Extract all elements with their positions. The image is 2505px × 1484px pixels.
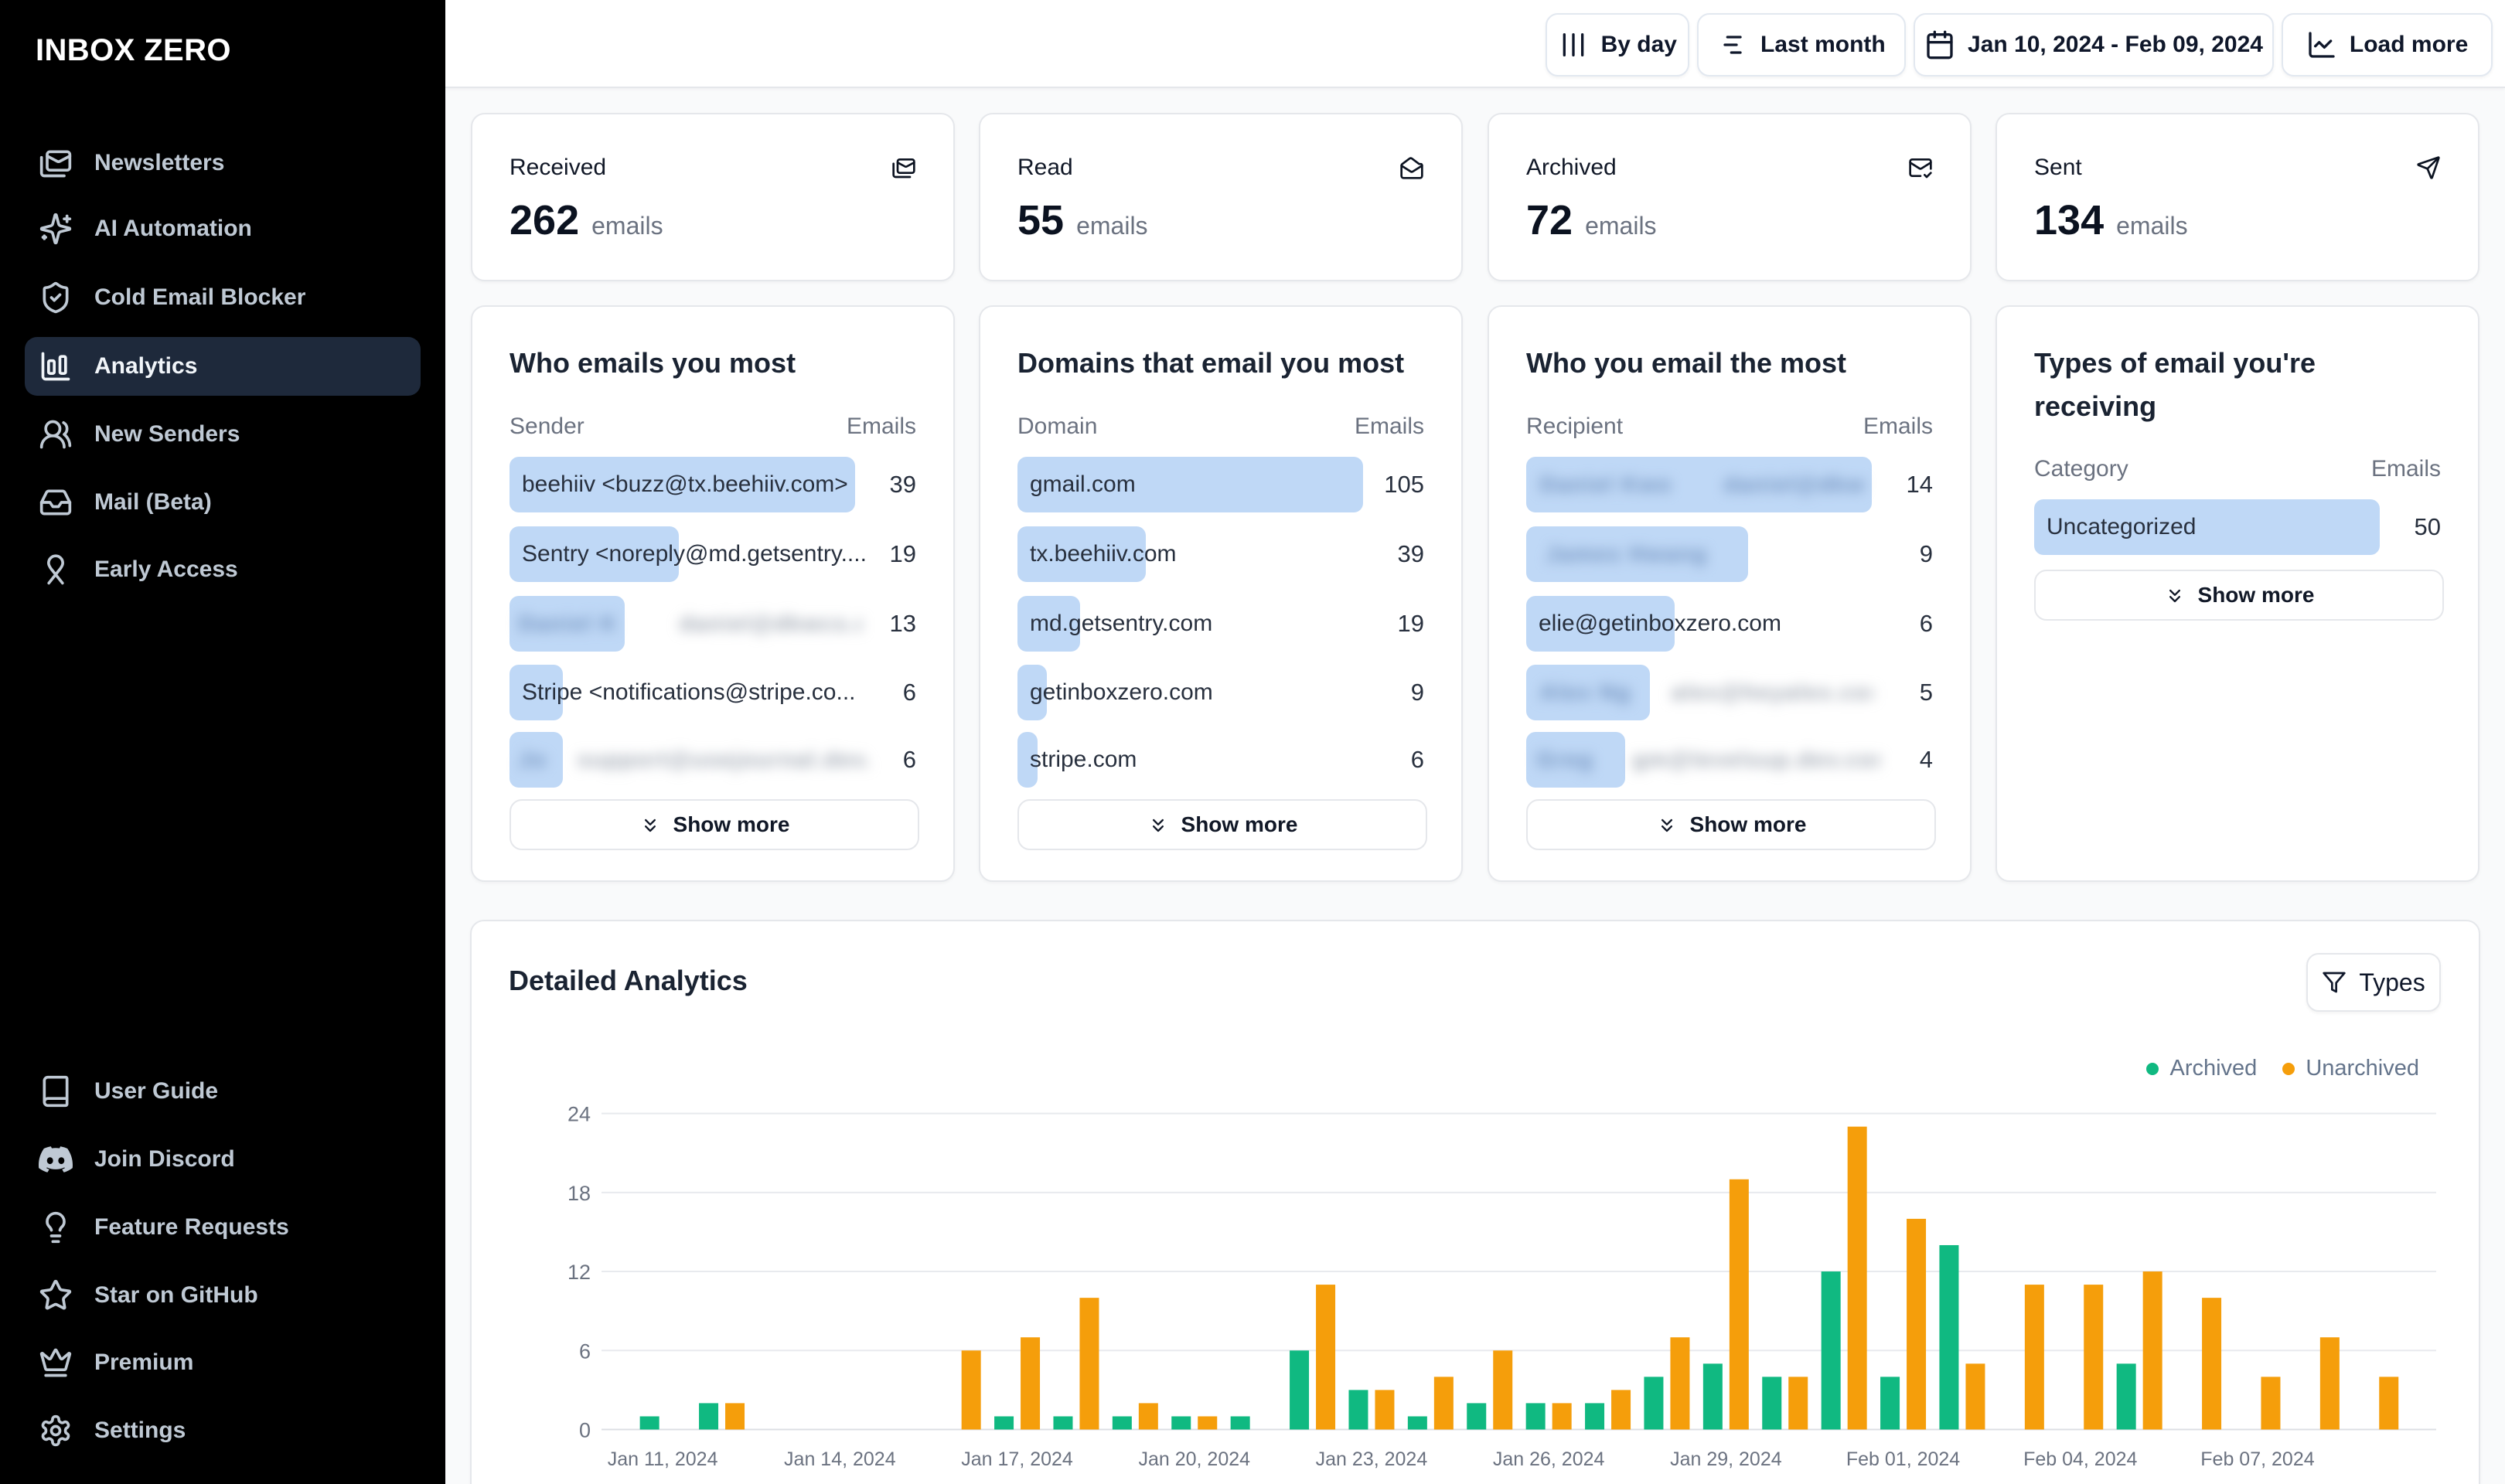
- svg-text:Jan 14, 2024: Jan 14, 2024: [784, 1448, 896, 1470]
- svg-text:6: 6: [579, 1339, 591, 1363]
- svg-text:0: 0: [579, 1419, 591, 1442]
- svg-text:Jan 17, 2024: Jan 17, 2024: [961, 1448, 1073, 1470]
- svg-text:Jan 11, 2024: Jan 11, 2024: [608, 1448, 718, 1470]
- svg-text:24: 24: [567, 1103, 591, 1126]
- svg-text:Feb 01, 2024: Feb 01, 2024: [1846, 1448, 1960, 1470]
- svg-text:Jan 29, 2024: Jan 29, 2024: [1670, 1448, 1782, 1470]
- svg-text:Jan 26, 2024: Jan 26, 2024: [1493, 1448, 1605, 1470]
- svg-text:Jan 20, 2024: Jan 20, 2024: [1138, 1448, 1250, 1470]
- svg-text:Feb 07, 2024: Feb 07, 2024: [2200, 1448, 2314, 1470]
- svg-text:Jan 23, 2024: Jan 23, 2024: [1316, 1448, 1428, 1470]
- svg-text:12: 12: [567, 1261, 591, 1284]
- svg-text:18: 18: [567, 1182, 591, 1205]
- svg-text:Feb 04, 2024: Feb 04, 2024: [2023, 1448, 2137, 1470]
